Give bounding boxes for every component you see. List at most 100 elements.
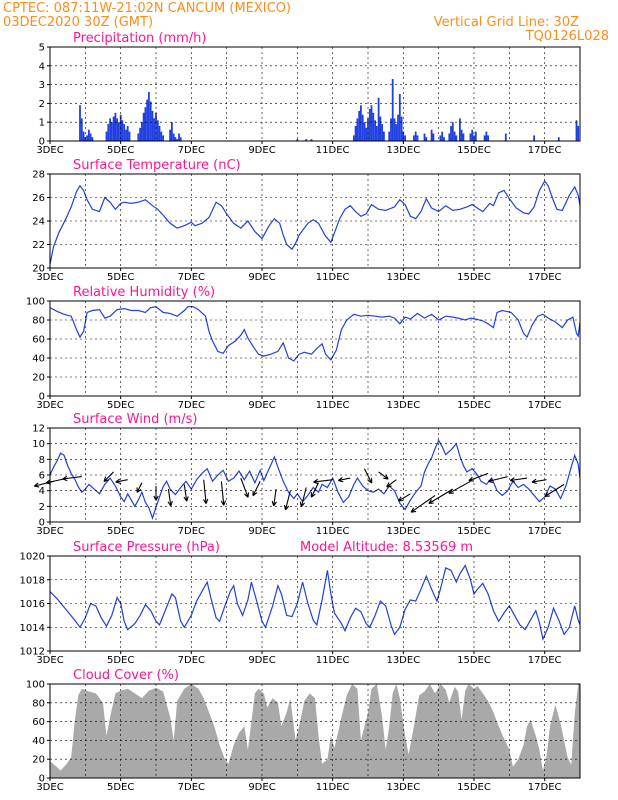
- precip-bar: [443, 137, 445, 141]
- precip-bar: [413, 135, 415, 141]
- precip-y-tick-label: 5: [39, 43, 45, 54]
- precip-x-tick-label: 5DEC: [107, 145, 134, 156]
- precip-bar: [460, 129, 463, 141]
- precip-bar: [162, 135, 164, 141]
- precip-bar: [432, 133, 435, 141]
- precip-bar: [354, 126, 357, 141]
- precip-bar: [469, 133, 472, 141]
- wind-panel: Surface Wind (m/s) 0 2 4 6 8 10 12 3DEC 5DEC 7DEC 9…: [32, 412, 581, 537]
- precip-bar: [356, 118, 359, 141]
- precip-bar: [160, 131, 163, 141]
- precip-bar: [577, 126, 580, 141]
- temp-x-tick-label: 7DEC: [178, 272, 205, 283]
- precip-bar: [171, 122, 173, 141]
- wind-y-tick-label: 4: [39, 486, 45, 497]
- temp-x-tick-label: 3DEC: [36, 272, 63, 283]
- pressure-annotation: Model Altitude: 8.53569 m: [300, 540, 473, 555]
- precip-bar: [148, 92, 150, 141]
- wind-y-tick-label: 6: [39, 471, 45, 482]
- cloud-data-layer: [50, 684, 580, 778]
- wind-arrow: [271, 489, 277, 507]
- wind-arrow: [203, 479, 209, 504]
- precip-bar: [414, 131, 417, 141]
- pressure-y-tick-label: 1016: [20, 599, 45, 610]
- rh-y-tick-label: 100: [26, 297, 45, 308]
- temp-title: Surface Temperature (nC): [73, 158, 241, 173]
- precip-bar: [404, 135, 406, 141]
- precip-bar: [393, 118, 396, 141]
- wind-arrow: [167, 489, 173, 507]
- cloud-title: Cloud Cover (%): [73, 668, 179, 683]
- precip-bar: [110, 122, 113, 141]
- precip-x-tick-label: 3DEC: [36, 145, 63, 156]
- pressure-x-tick-label: 13DEC: [386, 655, 420, 666]
- wind-x-tick-label: 17DEC: [528, 526, 562, 537]
- precip-bar: [112, 116, 115, 141]
- wind-arrow: [509, 477, 528, 483]
- precip-bar: [381, 124, 383, 141]
- cloud-x-tick-label: 3DEC: [36, 782, 63, 793]
- wind-arrow: [428, 488, 454, 505]
- precip-bar: [533, 135, 535, 141]
- precip-bar: [557, 137, 560, 141]
- precip-bar: [448, 133, 451, 141]
- station-header: CPTEC: 087:11W-21:02N CANCUM (MEXICO): [3, 1, 291, 16]
- wind-y-tick-label: 12: [32, 424, 45, 435]
- rh-x-tick-label: 9DEC: [248, 400, 275, 411]
- precip-bar: [114, 112, 117, 141]
- precip-bar: [471, 129, 474, 141]
- wind-arrow: [544, 483, 565, 497]
- precip-bar: [79, 105, 81, 141]
- wind-arrows: [33, 468, 565, 513]
- wind-arrow: [310, 482, 319, 498]
- wind-x-tick-label: 5DEC: [107, 526, 134, 537]
- temp-x-tick-label: 15DEC: [457, 272, 491, 283]
- precip-title: Precipitation (mm/h): [73, 31, 206, 46]
- cloud-y-tick-label: 60: [32, 717, 45, 728]
- wind-y-tick-label: 0: [39, 518, 45, 529]
- wind-arrow: [448, 480, 471, 494]
- precip-bar: [156, 120, 159, 141]
- temp-y-tick-label: 26: [32, 193, 45, 204]
- pressure-title: Surface Pressure (hPa): [73, 540, 220, 555]
- precip-bar: [155, 112, 157, 141]
- precip-bar: [137, 133, 140, 141]
- precip-bar: [121, 120, 124, 141]
- wind-y-tick-label: 10: [32, 439, 45, 450]
- precip-bar: [504, 133, 507, 141]
- precip-bar: [142, 112, 145, 141]
- precip-bar: [107, 124, 110, 141]
- wind-x-tick-label: 11DEC: [316, 526, 350, 537]
- precip-bar: [455, 135, 458, 141]
- precip-bar: [375, 126, 378, 141]
- precip-y-tick-label: 0: [39, 137, 45, 148]
- temp-y-tick-label: 24: [32, 217, 45, 228]
- precip-panel: Precipitation (mm/h) 0 1 2 3 4 5 3DEC 5DEC 7DEC 9D…: [36, 31, 581, 156]
- cloud-y-tick-label: 20: [32, 755, 45, 766]
- pressure-x-tick-label: 9DEC: [248, 655, 275, 666]
- rh-panel: Relative Humidity (%) 0 20 40 60 80 100 3DEC 5DE…: [26, 285, 581, 411]
- wind-arrow: [468, 472, 489, 482]
- precip-y-tick-label: 3: [39, 80, 45, 91]
- wind-arrow: [378, 471, 389, 480]
- precip-bar: [144, 107, 147, 141]
- precip-x-tick-label: 7DEC: [178, 145, 205, 156]
- wind-arrow: [313, 478, 333, 485]
- wind-arrow: [220, 481, 227, 506]
- pressure-data-layer: [49, 564, 581, 642]
- pressure-x-tick-label: 17DEC: [528, 655, 562, 666]
- wind-arrow: [364, 468, 373, 484]
- precip-bar: [310, 139, 313, 141]
- precip-bar: [453, 131, 456, 141]
- precip-y-tick-label: 1: [39, 118, 45, 129]
- precip-bar: [483, 135, 486, 141]
- precip-bar: [151, 110, 154, 141]
- precip-bar: [397, 114, 399, 141]
- precip-bar: [379, 116, 382, 141]
- precip-bar: [363, 122, 366, 141]
- pressure-panel: Surface Pressure (hPa) Model Altitude: 8.…: [20, 540, 581, 666]
- precip-x-tick-label: 11DEC: [316, 145, 350, 156]
- rh-y-tick-label: 40: [32, 354, 45, 365]
- precip-frame: [49, 46, 581, 142]
- wind-data-layer: [49, 439, 581, 520]
